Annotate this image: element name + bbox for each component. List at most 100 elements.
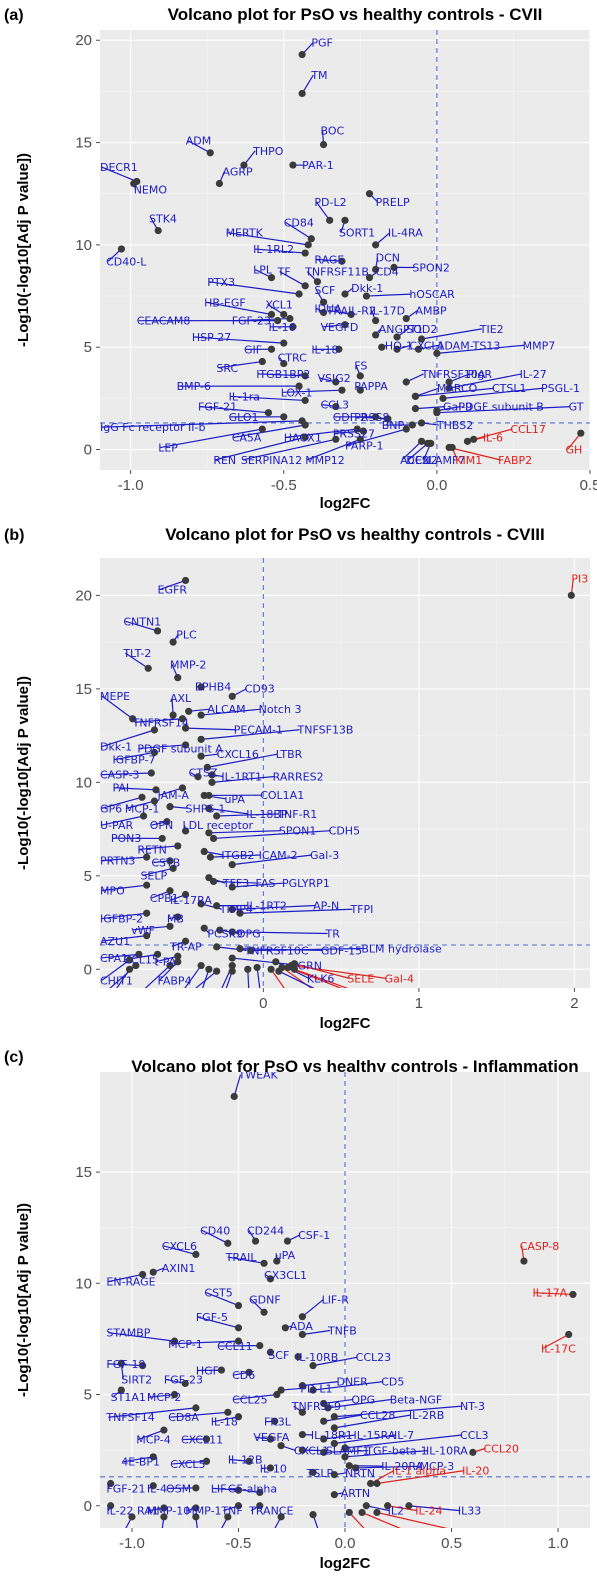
data-point-flt3l [271, 1417, 279, 1425]
leader-line-lif-r [302, 1298, 324, 1318]
leader-line-ccl28 [323, 1414, 363, 1422]
point-label-slamf7: SLAMF7 [422, 454, 466, 467]
point-label-igfbp-2: IGFBP-2 [100, 913, 143, 926]
y-tick-label: 10 [75, 774, 92, 791]
leader-line-4e-bp1 [123, 1456, 154, 1463]
point-label-hb-egf: HB-EGF [204, 296, 246, 309]
chart-title: Volcano plot for PsO vs healthy controls… [168, 5, 543, 24]
data-point-cd163 [244, 965, 252, 973]
data-point-pcsk9 [200, 924, 208, 932]
data-point-prss27 [359, 427, 367, 435]
point-label-vsig2: VSIG2 [317, 372, 350, 385]
data-point-gdf-15 [236, 945, 244, 953]
data-point-il-18 [234, 1413, 243, 1421]
data-point-cxcl11 [202, 1435, 211, 1443]
data-point-tnfb [298, 1330, 306, 1339]
point-label-timp4: TIMP4 [219, 903, 253, 916]
leader-line-il-10ra [344, 1449, 429, 1458]
data-point-dkk-1 [341, 290, 349, 298]
point-label-upa: uPA [224, 793, 245, 806]
data-point-stambp [170, 1337, 179, 1345]
leader-line-cxcl6 [163, 1245, 197, 1255]
point-label-tnfb: TNFB [327, 1324, 357, 1337]
leader-line-ace2 [401, 440, 422, 461]
data-point-stk4 [154, 226, 162, 235]
leader-line-il-24 [387, 1505, 418, 1512]
leader-line-mcp-1 [126, 800, 155, 809]
leader-line-nt-3 [334, 1405, 463, 1418]
point-label-il-2rb: IL-2RB [409, 1409, 444, 1422]
data-point-gif [267, 345, 276, 353]
point-label-boc: BOC [321, 124, 345, 137]
leader-line-fabp4 [159, 961, 179, 981]
data-point-ldl-receptor [290, 965, 299, 973]
leader-line-tweak [233, 1074, 242, 1097]
data-point-ephb4 [197, 683, 205, 691]
leader-line-ccl3 [344, 1434, 463, 1449]
panel-tag: (b) [4, 527, 24, 544]
data-point-cntn1 [153, 627, 162, 635]
point-label-bmp-6: BMP-6 [177, 380, 211, 393]
point-label-idua: IDUA [314, 302, 342, 315]
data-point-tnf-r1 [213, 812, 221, 820]
data-point-gal-3 [228, 861, 236, 869]
point-label-tweak: TWEAK [237, 1069, 278, 1082]
data-point-cd40 [224, 1239, 232, 1247]
y-tick-label: 0 [84, 442, 92, 459]
point-label-ccl20: CCL20 [483, 1442, 519, 1455]
point-label-sele: SELE [347, 972, 374, 985]
data-point-nemo [130, 179, 138, 188]
leader-line-tlt-2 [125, 652, 149, 669]
leader-line-tfpi [239, 908, 353, 914]
data-point-u-pa [205, 965, 213, 973]
data-point-il-12b [245, 1457, 253, 1465]
leader-line-beta-ngf [327, 1398, 392, 1409]
point-label-il-5: IL-5 [121, 1527, 141, 1540]
leader-line-pdgf-subunit-a [139, 744, 186, 750]
leader-line-selp [142, 867, 174, 877]
point-label-il-18r1: IL-18R1 [311, 1429, 353, 1442]
data-point-selp [169, 864, 177, 872]
data-point-ctsl1 [411, 392, 420, 400]
point-label-ada: ADA [290, 1320, 314, 1333]
data-point-il-5 [128, 1513, 136, 1521]
point-label-il-12b: IL-12B [228, 1453, 263, 1466]
point-label-blm-hydrolase: BLM hydrolase [361, 942, 442, 955]
leader-line-tnfsf13b [201, 729, 300, 740]
x-tick-label: -1.0 [118, 477, 144, 494]
x-axis-title: log2FC [320, 1015, 371, 1032]
y-tick-label: 0 [84, 961, 92, 978]
data-point-hb-egf [267, 310, 276, 319]
data-point-cxcl1 [277, 1442, 285, 1450]
data-point-hoscar [362, 292, 371, 300]
data-point-cxcl10 [277, 1513, 285, 1521]
point-label-cd84: CD84 [284, 216, 314, 229]
leader-line-en-rage [108, 1273, 143, 1283]
plot-area [100, 30, 590, 470]
data-point-ptx3 [228, 967, 236, 975]
point-label-cst5: CST5 [204, 1287, 232, 1300]
data-point-mepe [129, 715, 137, 723]
chart-title: Volcano plot for PsO vs healthy controls… [165, 525, 544, 544]
leader-line-lox-1 [282, 389, 342, 393]
data-point-cd4 [365, 274, 374, 282]
point-label-flt3l: Flt3L [264, 1416, 292, 1429]
point-label-lox-1: LOX-1 [281, 386, 313, 399]
point-label-il-18: IL-18 [311, 343, 338, 356]
point-label-mmp-3: MMP-3 [136, 989, 172, 1002]
point-label-ccl25: CCL25 [232, 1393, 268, 1406]
point-label-icam-2: ICAM-2 [259, 849, 298, 862]
panel-tag: (c) [4, 1049, 24, 1066]
point-label-tnfrsf9: TNFRSF9 [291, 1400, 341, 1413]
data-point-fgf-21 [264, 409, 273, 417]
point-label-igg-fc-receptor-ii-b: IgG Fc receptor II-b [100, 421, 205, 434]
point-label-il-17a: IL-17A [532, 1287, 567, 1300]
data-point-pigr [445, 378, 453, 386]
y-axis-title: -Log10(-log10[Adj P value]) [15, 676, 32, 870]
data-point-ace2 [417, 437, 426, 445]
data-point-tslp [309, 1468, 317, 1476]
point-label-pgf: PGF [311, 36, 332, 49]
point-label-mmp-1: MMP-1 [185, 1505, 221, 1518]
leader-line-tnfb [302, 1329, 331, 1336]
data-point-ctrc [280, 359, 288, 368]
